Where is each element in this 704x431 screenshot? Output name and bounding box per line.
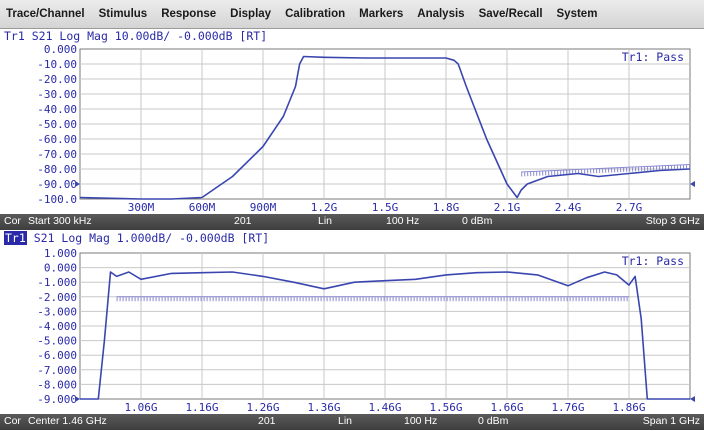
menu-system[interactable]: System xyxy=(556,8,598,20)
x-tick-label: 1.2G xyxy=(311,201,338,214)
sweep-span[interactable]: Span 1 GHz xyxy=(642,415,700,427)
y-tick-label: -4.000 xyxy=(37,320,77,333)
trace-label[interactable]: Tr1 xyxy=(4,29,25,43)
channel-status-bar-1: Cor Start 300 kHz 201 Lin 100 Hz 0 dBm S… xyxy=(0,214,704,230)
channel-window-1[interactable]: Tr1 S21 Log Mag 10.00dB/ -0.000dB [RT] 0… xyxy=(0,29,704,214)
y-tick-label: -2.000 xyxy=(37,291,77,304)
limit-test-status: Tr1: Pass xyxy=(622,50,684,64)
y-tick-label: -70.00 xyxy=(37,148,77,161)
menu-save-recall[interactable]: Save/Recall xyxy=(478,8,543,20)
x-tick-label: 1.46G xyxy=(368,401,401,414)
menu-trace-channel[interactable]: Trace/Channel xyxy=(6,8,85,20)
sweep-stop[interactable]: Stop 3 GHz xyxy=(645,215,700,227)
y-tick-label: -90.00 xyxy=(37,178,77,191)
trace-header: Tr1 S21 Log Mag 10.00dB/ -0.000dB [RT] xyxy=(4,29,267,43)
x-tick-label: 1.56G xyxy=(429,401,462,414)
reference-arrow xyxy=(75,181,80,187)
trace-s21 xyxy=(79,55,691,200)
y-tick-label: 0.000 xyxy=(44,43,77,56)
sweep-type[interactable]: Lin xyxy=(318,215,333,227)
sweep-center[interactable]: Center 1.46 GHz xyxy=(28,415,107,427)
y-tick-label: -7.000 xyxy=(37,364,77,377)
limit-test-status: Tr1: Pass xyxy=(622,254,684,268)
y-tick-label: -40.00 xyxy=(37,103,77,116)
x-tick-label: 900M xyxy=(250,201,277,214)
reference-arrow xyxy=(690,181,695,187)
y-tick-label: -50.00 xyxy=(37,118,77,131)
y-tick-label: -10.00 xyxy=(37,58,77,71)
chart-1: 0.000 -10.00 -20.00 -30.00 -40.00 -50.00 -60.0… xyxy=(37,43,695,214)
x-tick-label: 1.16G xyxy=(185,401,218,414)
menu-markers[interactable]: Markers xyxy=(359,8,404,20)
sweep-start[interactable]: Start 300 kHz xyxy=(28,215,92,227)
x-tick-label: 1.86G xyxy=(612,401,645,414)
menu-calibration[interactable]: Calibration xyxy=(285,8,346,20)
x-tick-label: 2.7G xyxy=(616,201,643,214)
y-tick-label: -80.00 xyxy=(37,163,77,176)
channel-window-2[interactable]: Tr1 S21 Log Mag 1.000dB/ -0.000dB [RT] 1… xyxy=(0,231,704,414)
channel-status-bar-2: Cor Center 1.46 GHz 201 Lin 100 Hz 0 dBm… xyxy=(0,414,704,430)
trace-format[interactable]: S21 Log Mag 10.00dB/ -0.000dB [RT] xyxy=(31,29,268,43)
x-tick-label: 2.1G xyxy=(494,201,521,214)
menu-response[interactable]: Response xyxy=(161,8,217,20)
trace-header: Tr1 S21 Log Mag 1.000dB/ -0.000dB [RT] xyxy=(4,231,269,245)
x-tick-label: 1.66G xyxy=(490,401,523,414)
y-tick-label: -9.000 xyxy=(37,393,77,406)
menu-stimulus[interactable]: Stimulus xyxy=(98,8,148,20)
trace-label-active[interactable]: Tr1 xyxy=(4,231,27,245)
menu-bar: Trace/Channel Stimulus Response Display … xyxy=(0,0,704,29)
x-tick-label: 600M xyxy=(189,201,216,214)
x-tick-label: 1.8G xyxy=(433,201,460,214)
sweep-type[interactable]: Lin xyxy=(338,415,353,427)
chart-2: 1.000 0.000-1.000 -2.000-3.000 -4.000 -5.000… xyxy=(37,247,695,414)
source-power[interactable]: 0 dBm xyxy=(478,415,509,427)
reference-arrow xyxy=(690,396,695,402)
if-bandwidth[interactable]: 100 Hz xyxy=(386,215,420,227)
x-tick-label: 300M xyxy=(128,201,155,214)
x-tick-label: 1.76G xyxy=(551,401,584,414)
y-tick-label: -5.000 xyxy=(37,335,77,348)
y-tick-label: 0.000 xyxy=(44,262,77,275)
x-tick-label: 2.4G xyxy=(555,201,582,214)
limit-line-ticks xyxy=(521,165,691,177)
y-tick-label: -30.00 xyxy=(37,88,77,101)
limit-line xyxy=(521,164,691,173)
x-tick-label: 1.26G xyxy=(246,401,279,414)
menu-analysis[interactable]: Analysis xyxy=(417,8,465,20)
cor-indicator[interactable]: Cor xyxy=(4,215,21,227)
y-tick-label: -60.00 xyxy=(37,133,77,146)
y-tick-label: -1.000 xyxy=(37,276,77,289)
x-tick-label: 1.36G xyxy=(307,401,340,414)
source-power[interactable]: 0 dBm xyxy=(462,215,493,227)
reference-arrow xyxy=(75,396,80,402)
y-tick-label: -3.000 xyxy=(37,305,77,318)
cor-indicator[interactable]: Cor xyxy=(4,415,21,427)
trace-s21 xyxy=(80,271,690,400)
y-tick-label: -100.0 xyxy=(37,193,77,206)
y-tick-label: 1.000 xyxy=(44,247,77,260)
x-tick-label: 1.06G xyxy=(124,401,157,414)
if-bandwidth[interactable]: 100 Hz xyxy=(404,415,438,427)
sweep-points[interactable]: 201 xyxy=(234,215,252,227)
x-tick-label: 1.5G xyxy=(372,201,399,214)
menu-display[interactable]: Display xyxy=(230,8,272,20)
y-tick-label: -20.00 xyxy=(37,73,77,86)
sweep-points[interactable]: 201 xyxy=(258,415,276,427)
y-tick-label: -8.000 xyxy=(37,378,77,391)
trace-format[interactable]: S21 Log Mag 1.000dB/ -0.000dB [RT] xyxy=(33,231,270,245)
y-tick-label: -6.000 xyxy=(37,349,77,362)
